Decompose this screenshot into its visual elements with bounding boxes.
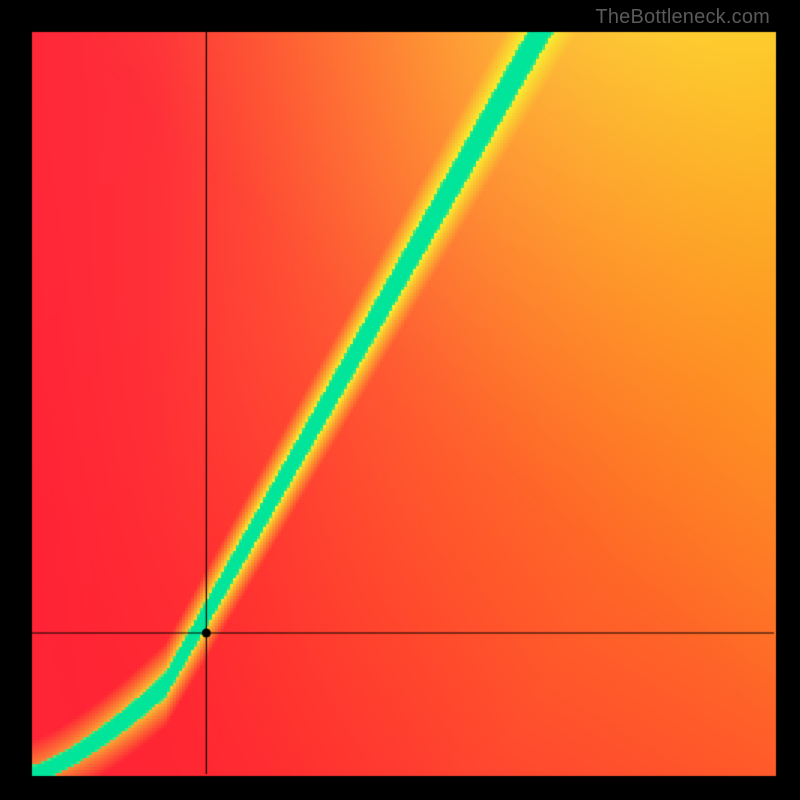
chart-container: TheBottleneck.com (0, 0, 800, 800)
watermark-text: TheBottleneck.com (595, 6, 770, 29)
bottleneck-heatmap (0, 0, 800, 800)
